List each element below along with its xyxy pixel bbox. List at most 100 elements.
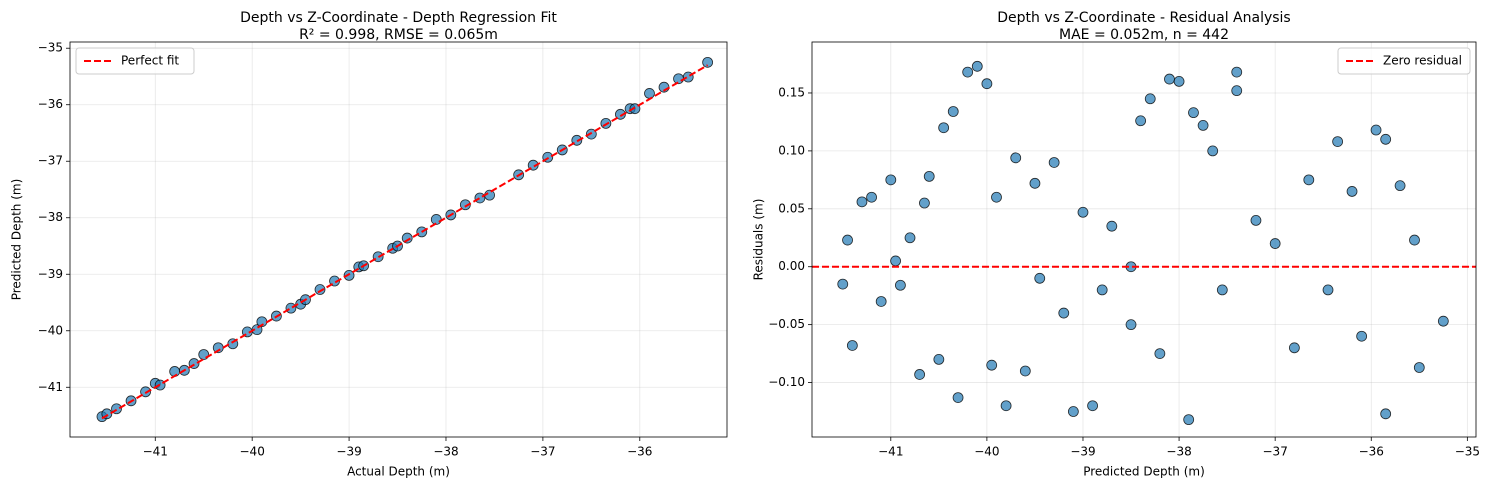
chart-subtitle: R² = 0.998, RMSE = 0.065m	[299, 27, 498, 43]
scatter-point	[1332, 136, 1344, 148]
scatter-point	[1096, 284, 1108, 296]
scatter-point	[1409, 234, 1420, 246]
scatter-point	[673, 73, 684, 85]
scatter-point	[986, 359, 998, 371]
scatter-point	[1356, 330, 1368, 342]
scatter-point	[314, 284, 326, 295]
x-tick-label: −35	[1455, 445, 1480, 459]
x-axis-label: Predicted Depth (m)	[1083, 465, 1205, 479]
scatter-point	[1231, 66, 1243, 78]
scatter-point	[1197, 120, 1209, 131]
scatter-point	[1010, 152, 1022, 164]
scatter-point	[1019, 365, 1031, 377]
y-tick-label: 0.05	[778, 201, 805, 215]
y-tick-label: −36	[38, 97, 63, 111]
scatter-point	[702, 56, 714, 68]
scatter-point	[1029, 177, 1041, 189]
scatter-point	[962, 66, 974, 78]
scatter-point	[846, 340, 858, 351]
scatter-point	[1125, 319, 1137, 331]
x-tick-label: −36	[627, 445, 652, 459]
y-tick-label: −39	[38, 267, 63, 281]
y-tick-label: −0.05	[768, 317, 805, 331]
scatter-point	[1303, 174, 1315, 186]
scatter-point	[991, 191, 1002, 203]
scatter-point	[947, 106, 959, 117]
scatter-point	[1154, 348, 1166, 359]
legend-box	[75, 47, 195, 75]
scatter-point	[1380, 133, 1392, 145]
scatter-point	[895, 279, 906, 291]
scatter-point	[981, 78, 993, 90]
x-tick-label: −37	[1263, 445, 1288, 459]
x-tick-label: −38	[433, 445, 458, 459]
scatter-point	[1000, 400, 1012, 412]
x-tick-label: −39	[336, 445, 361, 459]
scatter-point	[842, 234, 853, 246]
scatter-point	[1394, 180, 1406, 192]
scatter-point	[644, 88, 655, 99]
scatter-point	[1231, 85, 1243, 97]
scatter-point	[1370, 124, 1382, 136]
x-tick-label: −40	[240, 445, 265, 459]
scatter-point	[1087, 400, 1098, 412]
scatter-point	[1413, 362, 1425, 373]
scatter-point	[866, 191, 877, 203]
y-tick-label: −37	[38, 154, 63, 168]
fit-line	[101, 64, 709, 420]
scatter-point	[430, 214, 442, 225]
scatter-point	[923, 170, 935, 182]
y-tick-label: −41	[38, 380, 63, 394]
scatter-point	[1106, 220, 1118, 232]
scatter-point	[1067, 406, 1079, 417]
axes-frame	[69, 41, 728, 438]
scatter-point	[885, 174, 897, 186]
y-tick-label: −38	[38, 210, 63, 224]
scatter-point	[1183, 414, 1195, 426]
x-tick-label: −38	[1166, 445, 1191, 459]
scatter-point	[1250, 214, 1262, 226]
x-tick-label: −41	[143, 445, 168, 459]
scatter-point	[837, 278, 849, 290]
scatter-point	[1135, 115, 1147, 127]
chart-title: Depth vs Z-Coordinate - Depth Regression…	[240, 10, 557, 26]
scatter-point	[1346, 186, 1358, 197]
scatter-point	[1173, 75, 1185, 87]
y-tick-label: −0.10	[768, 375, 805, 389]
x-axis-label: Actual Depth (m)	[347, 465, 450, 479]
scatter-point	[1288, 342, 1300, 354]
y-tick-label: 0.15	[778, 85, 805, 99]
x-tick-label: −36	[1359, 445, 1384, 459]
scatter-point	[1077, 206, 1089, 218]
scatter-point	[1380, 408, 1392, 420]
x-tick-label: −39	[1070, 445, 1095, 459]
scatter-point	[1144, 93, 1156, 105]
y-tick-label: −40	[38, 323, 63, 337]
scatter-point	[459, 199, 471, 211]
scatter-point	[401, 232, 413, 244]
scatter-point	[856, 196, 868, 208]
scatter-point	[890, 255, 902, 267]
scatter-point	[1188, 107, 1199, 119]
x-tick-label: −37	[530, 445, 555, 459]
scatter-point	[285, 302, 297, 314]
scatter-point	[933, 353, 945, 365]
scatter-point	[914, 369, 926, 380]
scatter-point	[1207, 145, 1219, 157]
scatter-point	[1048, 157, 1060, 168]
scatter-point	[952, 392, 964, 404]
scatter-point	[1269, 238, 1281, 249]
legend-label: Zero residual	[1383, 54, 1462, 68]
scatter-point	[904, 232, 916, 244]
scatter-point	[1034, 272, 1046, 284]
scatter-point	[971, 60, 983, 72]
scatter-point	[938, 122, 950, 134]
x-tick-label: −41	[878, 445, 903, 459]
y-tick-label: 0.10	[778, 143, 805, 157]
scatter-point	[1216, 284, 1228, 296]
scatter-point	[474, 192, 486, 204]
y-axis-label: Predicted Depth (m)	[10, 179, 24, 301]
scatter-point	[1322, 284, 1334, 296]
legend-box	[1337, 47, 1471, 75]
